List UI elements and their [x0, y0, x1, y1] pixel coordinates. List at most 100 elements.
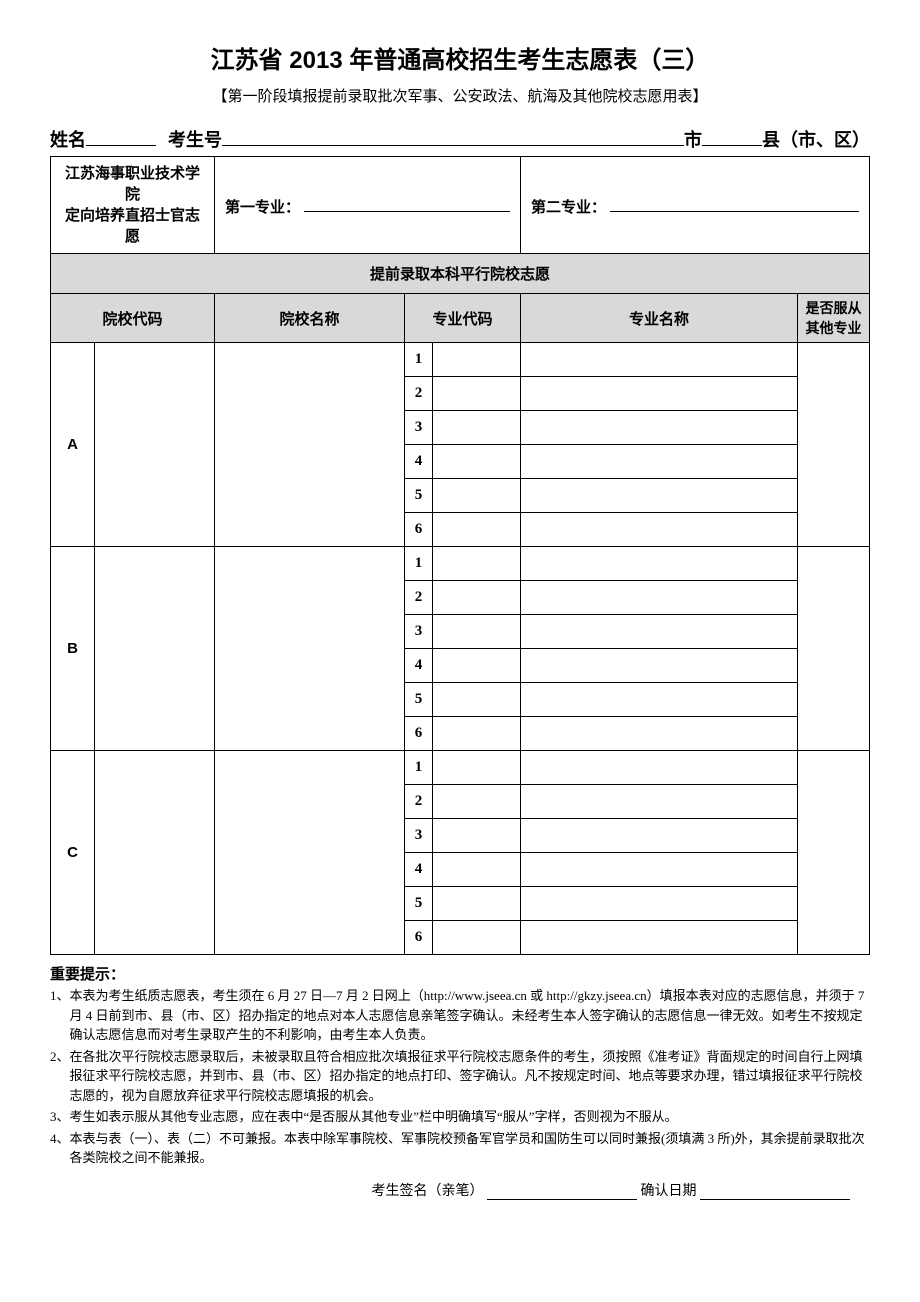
school-code-cell[interactable] [95, 343, 215, 547]
school-code-cell[interactable] [95, 751, 215, 955]
info-line: 姓名 考生号 市 县（市、区） [50, 124, 870, 152]
major-index: 6 [405, 921, 433, 955]
major-name-cell[interactable] [521, 819, 798, 853]
major-name-cell[interactable] [521, 683, 798, 717]
school-code-cell[interactable] [95, 547, 215, 751]
major-name-cell[interactable] [521, 649, 798, 683]
major-name-cell[interactable] [521, 377, 798, 411]
col-major-code: 专业代码 [405, 294, 521, 343]
major-index: 3 [405, 819, 433, 853]
note-item: 2、在各批次平行院校志愿录取后，未被录取且符合相应批次填报征求平行院校志愿条件的… [50, 1047, 870, 1106]
section-header-row: 提前录取本科平行院校志愿 [51, 254, 870, 294]
major-index: 3 [405, 411, 433, 445]
group-letter: A [51, 343, 95, 547]
major-code-cell[interactable] [433, 717, 521, 751]
major-name-cell[interactable] [521, 411, 798, 445]
major-index: 2 [405, 377, 433, 411]
major-index: 1 [405, 547, 433, 581]
major-name-cell[interactable] [521, 921, 798, 955]
county-label: 县（市、区） [762, 126, 870, 152]
city-blank[interactable] [702, 124, 762, 146]
notes-title: 重要提示： [50, 963, 870, 984]
major1-cell[interactable]: 第一专业： [215, 157, 521, 254]
city-label: 市 [684, 126, 702, 152]
major-index: 4 [405, 649, 433, 683]
major-code-cell[interactable] [433, 649, 521, 683]
major-code-cell[interactable] [433, 377, 521, 411]
major-index: 5 [405, 887, 433, 921]
major-code-cell[interactable] [433, 513, 521, 547]
major-name-cell[interactable] [521, 717, 798, 751]
major-code-cell[interactable] [433, 615, 521, 649]
major-index: 5 [405, 683, 433, 717]
major-code-cell[interactable] [433, 479, 521, 513]
page-title: 江苏省 2013 年普通高校招生考生志愿表（三） [50, 40, 870, 75]
major-name-cell[interactable] [521, 445, 798, 479]
major-code-cell[interactable] [433, 445, 521, 479]
major-name-cell[interactable] [521, 513, 798, 547]
major-name-cell[interactable] [521, 581, 798, 615]
major-code-cell[interactable] [433, 547, 521, 581]
school-name-cell[interactable] [215, 343, 405, 547]
obey-cell[interactable] [797, 547, 869, 751]
major2-label: 第二专业： [531, 196, 606, 217]
major-index: 6 [405, 717, 433, 751]
major-index: 3 [405, 615, 433, 649]
date-label: 确认日期 [641, 1184, 697, 1199]
note-item: 4、本表与表（一）、表（二）不可兼报。本表中除军事院校、军事院校预备军官学员和国… [50, 1129, 870, 1168]
col-name: 院校名称 [215, 294, 405, 343]
major-code-cell[interactable] [433, 343, 521, 377]
major1-blank[interactable] [304, 194, 510, 212]
major-name-cell[interactable] [521, 479, 798, 513]
major1-label: 第一专业： [225, 196, 300, 217]
notes: 1、本表为考生纸质志愿表，考生须在 6 月 27 日—7 月 2 日网上（htt… [50, 986, 870, 1168]
note-item: 3、考生如表示服从其他专业志愿，应在表中“是否服从其他专业”栏中明确填写“服从”… [50, 1107, 870, 1127]
major-name-cell[interactable] [521, 615, 798, 649]
major-code-cell[interactable] [433, 751, 521, 785]
major-name-cell[interactable] [521, 751, 798, 785]
obey-cell[interactable] [797, 751, 869, 955]
major-code-cell[interactable] [433, 887, 521, 921]
examid-label: 考生号 [168, 126, 222, 152]
examid-blank[interactable] [222, 124, 684, 146]
name-label: 姓名 [50, 126, 86, 152]
vocational-row: 江苏海事职业技术学院 定向培养直招士官志愿 第一专业： 第二专业： [51, 157, 870, 254]
major-code-cell[interactable] [433, 581, 521, 615]
section-header: 提前录取本科平行院校志愿 [51, 254, 870, 294]
major-name-cell[interactable] [521, 887, 798, 921]
page-subtitle: 【第一阶段填报提前录取批次军事、公安政法、航海及其他院校志愿用表】 [50, 85, 870, 106]
table-row: C1 [51, 751, 870, 785]
column-header-row: 院校代码 院校名称 专业代码 专业名称 是否服从 其他专业 [51, 294, 870, 343]
major-code-cell[interactable] [433, 819, 521, 853]
major-name-cell[interactable] [521, 785, 798, 819]
major-code-cell[interactable] [433, 785, 521, 819]
sign-label: 考生签名（亲笔） [372, 1184, 484, 1199]
major-index: 1 [405, 751, 433, 785]
col-obey: 是否服从 其他专业 [797, 294, 869, 343]
major-name-cell[interactable] [521, 343, 798, 377]
major-code-cell[interactable] [433, 411, 521, 445]
major-code-cell[interactable] [433, 853, 521, 887]
school-name-cell[interactable] [215, 751, 405, 955]
vocational-school-label: 江苏海事职业技术学院 定向培养直招士官志愿 [51, 157, 215, 254]
major-name-cell[interactable] [521, 853, 798, 887]
table-row: A1 [51, 343, 870, 377]
major-index: 4 [405, 445, 433, 479]
major2-cell[interactable]: 第二专业： [521, 157, 870, 254]
major2-blank[interactable] [610, 194, 859, 212]
group-letter: C [51, 751, 95, 955]
major-index: 6 [405, 513, 433, 547]
table-row: B1 [51, 547, 870, 581]
school-name-cell[interactable] [215, 547, 405, 751]
major-code-cell[interactable] [433, 683, 521, 717]
name-blank[interactable] [86, 124, 156, 146]
obey-cell[interactable] [797, 343, 869, 547]
major-index: 1 [405, 343, 433, 377]
major-code-cell[interactable] [433, 921, 521, 955]
date-blank[interactable] [700, 1184, 850, 1200]
main-table: 江苏海事职业技术学院 定向培养直招士官志愿 第一专业： 第二专业： 提前录取本科… [50, 156, 870, 955]
sign-blank[interactable] [487, 1184, 637, 1200]
col-major-name: 专业名称 [521, 294, 798, 343]
major-index: 5 [405, 479, 433, 513]
major-name-cell[interactable] [521, 547, 798, 581]
